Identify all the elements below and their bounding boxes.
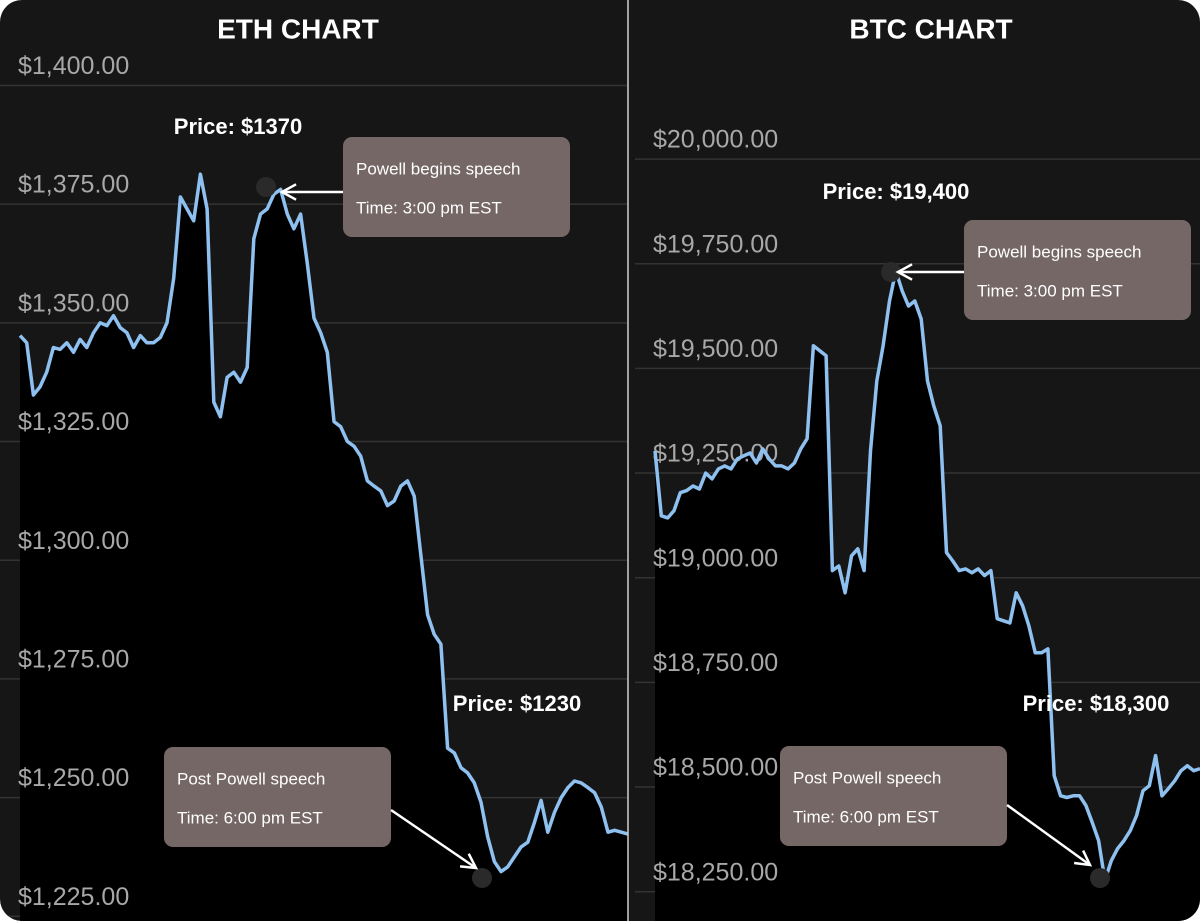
- y-tick-label: $1,225.00: [18, 883, 129, 911]
- point-marker: [256, 177, 276, 197]
- y-tick-label: $1,275.00: [18, 645, 129, 673]
- area: [20, 174, 628, 921]
- y-tick-label: $18,500.00: [653, 754, 778, 782]
- point-marker: [1090, 868, 1110, 888]
- annotation-time: Time: 3:00 pm EST: [356, 198, 502, 217]
- y-tick-label: $19,000.00: [653, 544, 778, 572]
- arrow-head: [279, 183, 297, 201]
- y-tick-label: $18,750.00: [653, 649, 778, 677]
- annotation-box: [964, 220, 1191, 320]
- annotation-time: Time: 6:00 pm EST: [177, 808, 323, 827]
- y-tick-label: $1,300.00: [18, 527, 129, 555]
- annotation-event: Post Powell speech: [177, 769, 325, 788]
- price-label: Price: $1370: [174, 114, 302, 139]
- point-marker: [472, 868, 492, 888]
- price-label: Price: $18,300: [1023, 691, 1170, 716]
- price-line: [18, 172, 629, 874]
- y-tick-label: $1,250.00: [18, 764, 129, 792]
- arrow-head: [1073, 850, 1093, 867]
- chart-panel: $18,250.00 $18,500.00 $18,750.00 $19,000.00…: [635, 13, 1200, 921]
- y-tick-label: $1,375.00: [18, 171, 129, 199]
- y-tick-label: $19,500.00: [653, 335, 778, 363]
- point-marker: [881, 262, 901, 282]
- y-tick-label: $19,750.00: [653, 230, 778, 258]
- chart-panel: $1,225.00 $1,250.00 $1,275.00 $1,300.00 $1,3…: [0, 13, 629, 921]
- chart-title: ETH CHART: [217, 13, 379, 44]
- price-label: Price: $19,400: [823, 179, 970, 204]
- y-tick-label: $20,000.00: [653, 126, 778, 154]
- arrow-head: [895, 263, 913, 281]
- y-tick-label: $1,400.00: [18, 52, 129, 80]
- price-label: Price: $1230: [453, 691, 581, 716]
- annotation-event: Powell begins speech: [356, 159, 520, 178]
- chart-title: BTC CHART: [849, 13, 1012, 44]
- annotation-event: Powell begins speech: [977, 242, 1141, 261]
- annotation-time: Time: 3:00 pm EST: [977, 281, 1123, 300]
- annotation-arrow: [390, 808, 477, 870]
- annotation-arrow: [1006, 803, 1091, 867]
- annotation-time: Time: 6:00 pm EST: [793, 807, 939, 826]
- y-tick-label: $1,350.00: [18, 289, 129, 317]
- annotation-box: [164, 747, 391, 847]
- annotation-box: [343, 137, 570, 237]
- arrow-head: [459, 853, 479, 870]
- y-tick-label: $18,250.00: [653, 858, 778, 886]
- annotation-box: [780, 746, 1007, 846]
- y-tick-label: $1,325.00: [18, 408, 129, 436]
- annotation-event: Post Powell speech: [793, 768, 941, 787]
- price-line: [653, 269, 1200, 883]
